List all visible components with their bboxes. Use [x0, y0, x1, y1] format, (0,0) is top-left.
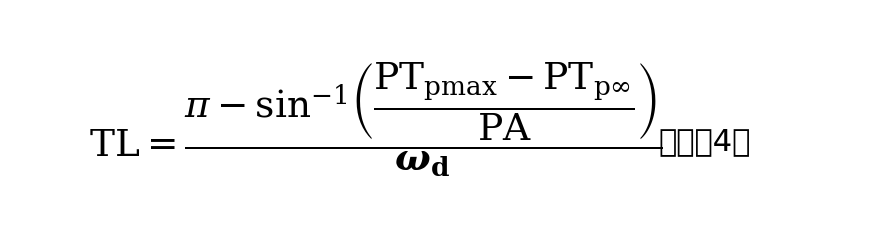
Text: $\mathrm{TL} = \dfrac{\pi - \sin^{-1}\!\left(\dfrac{\mathrm{PT_{pmax}} - \mathrm: $\mathrm{TL} = \dfrac{\pi - \sin^{-1}\!\… — [89, 60, 662, 178]
Text: 公式（4）: 公式（4） — [658, 127, 750, 156]
